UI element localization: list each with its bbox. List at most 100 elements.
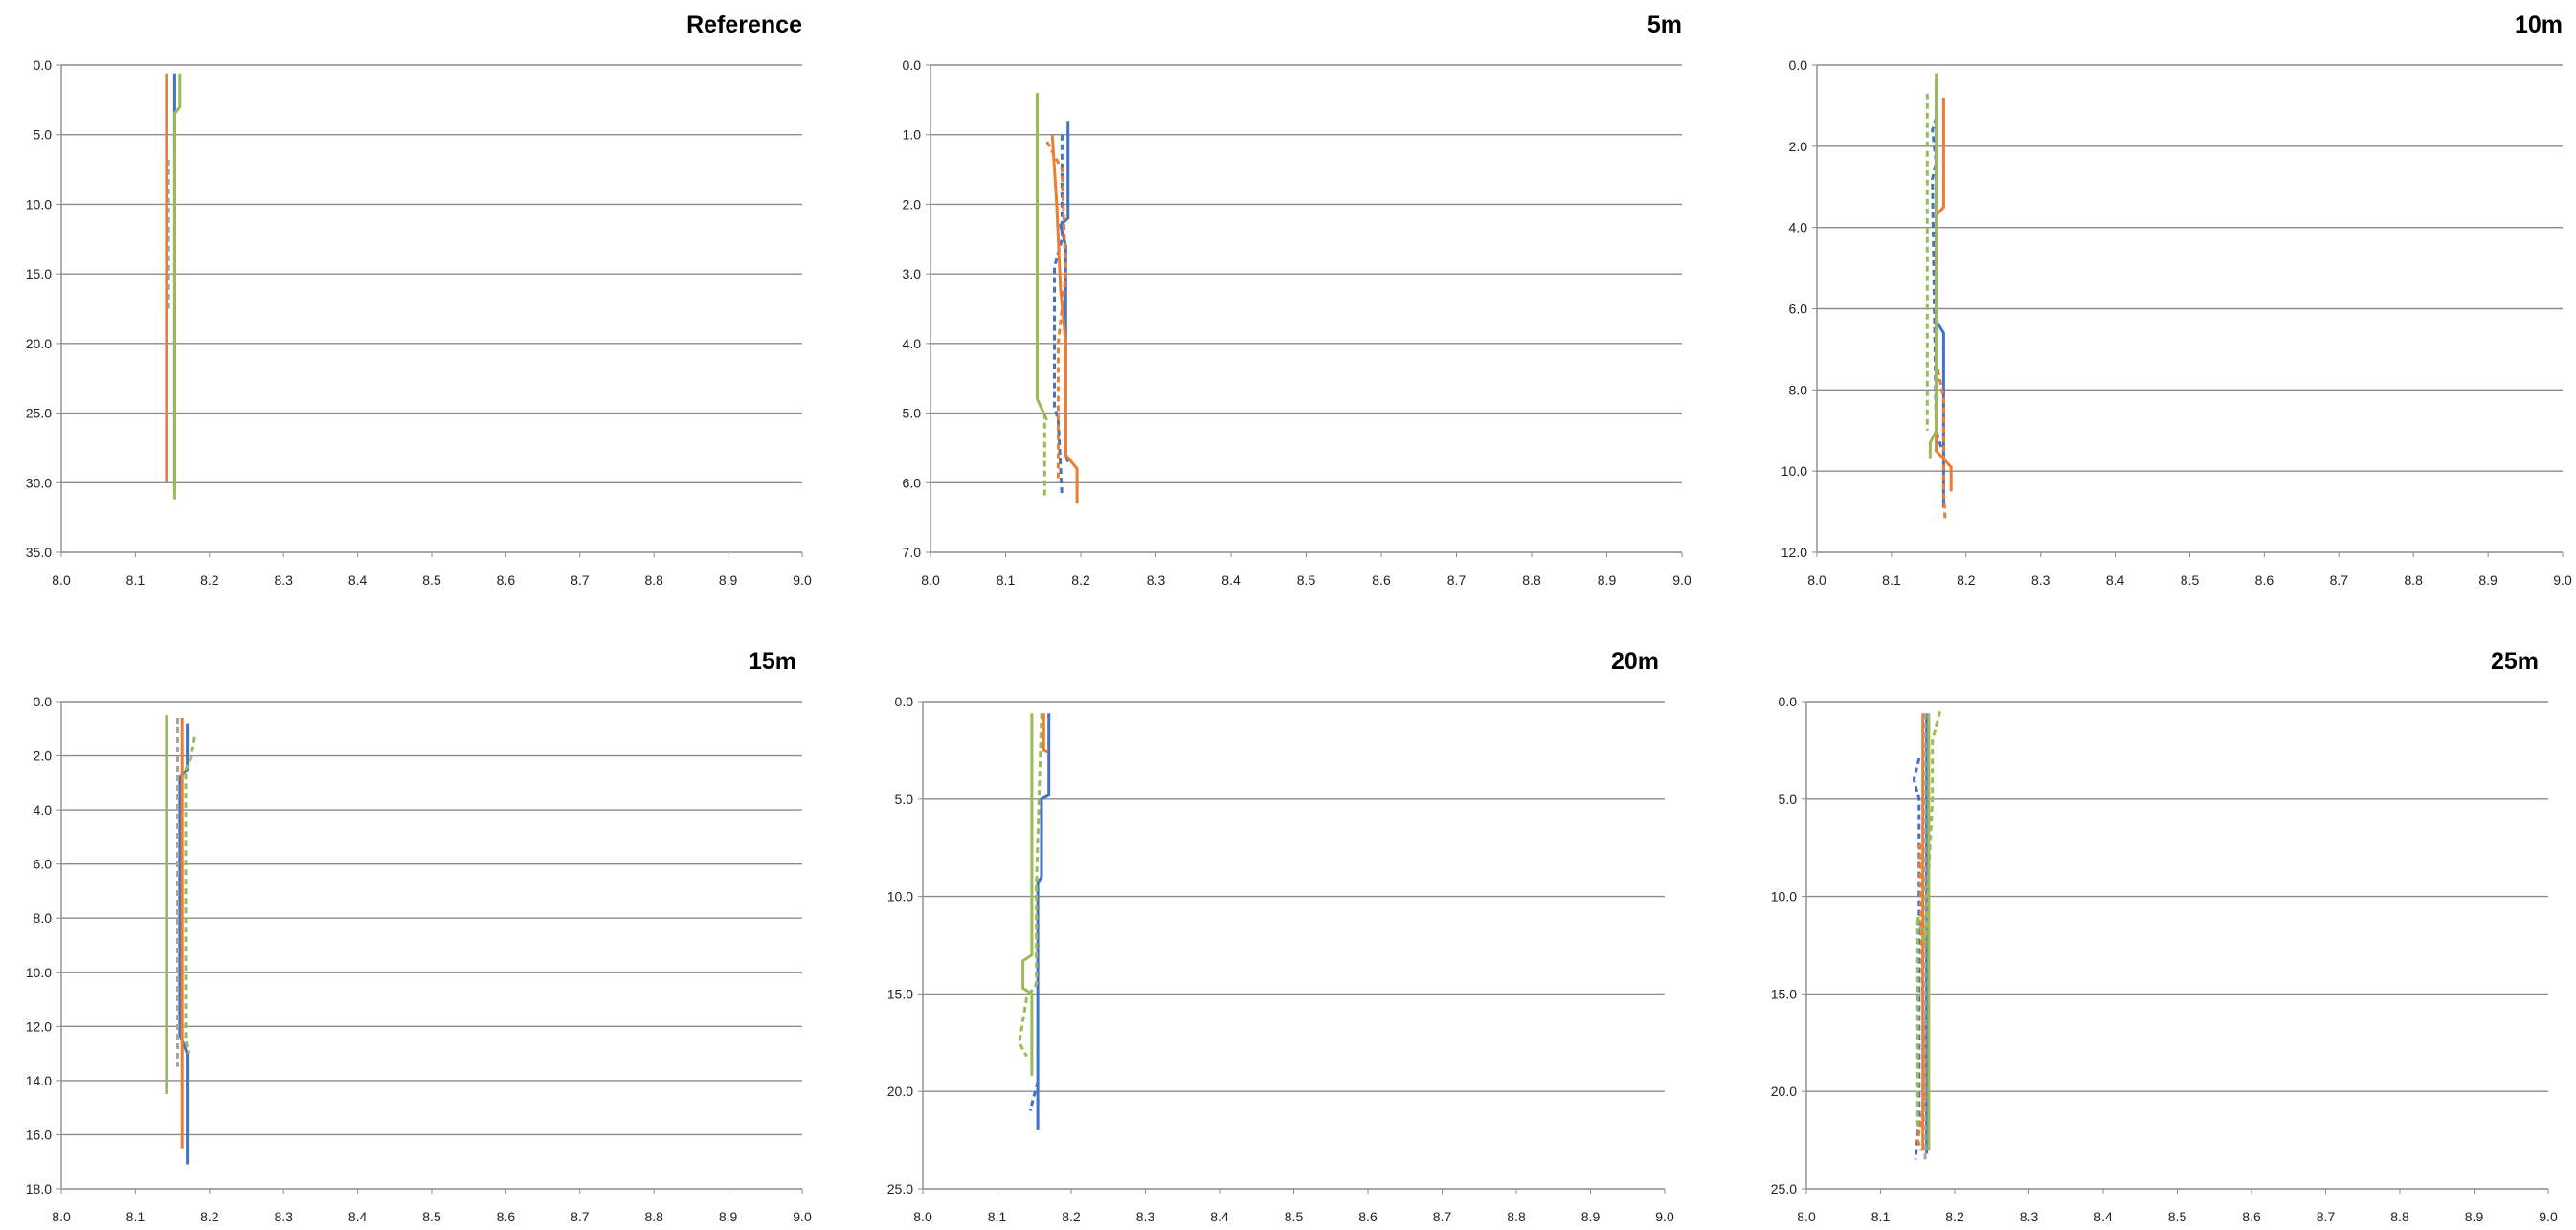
x-tick-label: 8.8 (1507, 1209, 1526, 1224)
y-tick-label: 15.0 (1771, 986, 1797, 1001)
chart-svg: 0.0 5.0 10.0 15.0 20.0 25.08.0 8.1 8.2 8.3 8.4 8.5… (887, 694, 1674, 1224)
x-tick-label: 8.2 (1957, 572, 1976, 588)
y-tick-label: 30.0 (26, 475, 52, 490)
x-tick-label: 8.6 (2255, 572, 2274, 588)
chart-svg: 0.02.04.06.08.010.012.08.0 8.1 8.2 8.3 8.4 8.… (1781, 57, 2572, 588)
y-tick-label: 6.0 (1789, 302, 1808, 317)
x-tick-label: 9.0 (1672, 572, 1691, 588)
x-tick-label: 8.6 (2242, 1209, 2261, 1224)
y-tick-label: 20.0 (1771, 1084, 1797, 1099)
x-tick-label: 8.3 (274, 572, 293, 588)
x-tick-label: 8.5 (1285, 1209, 1304, 1224)
x-tick-label: 8.2 (200, 572, 219, 588)
y-tick-label: 15.0 (887, 986, 913, 1001)
y-tick-label: 10.0 (887, 889, 913, 905)
chart-svg: 0.0 5.0 10.0 15.0 20.0 25.0 30.0 35.08.0 8.1 8.2 8… (26, 57, 812, 588)
series-line (172, 73, 182, 500)
x-tick-label: 8.3 (274, 1209, 293, 1224)
chart-title: 20m (1610, 648, 1659, 675)
y-tick-label: 4.0 (903, 336, 922, 351)
x-tick-label: 8.5 (2181, 572, 2200, 588)
x-tick-label: 8.6 (1358, 1209, 1378, 1224)
x-tick-label: 8.5 (1297, 572, 1316, 588)
series-line (1928, 73, 1938, 459)
series-line (1936, 369, 1947, 521)
y-tick-label: 15.0 (26, 266, 52, 281)
x-tick-label: 8.0 (52, 572, 71, 588)
chart-title: Reference (686, 11, 802, 38)
x-tick-label: 8.7 (1447, 572, 1467, 588)
y-tick-label: 10.0 (1771, 889, 1797, 905)
x-tick-label: 8.1 (126, 572, 146, 588)
y-tick-label: 25.0 (26, 406, 52, 421)
x-tick-label: 8.3 (2020, 1209, 2039, 1224)
chart-panel: 20m 0.0 5.0 10.0 15.0 20.0 25.0 8.0 8.1 8.2 8.3 8.4… (867, 637, 1691, 1230)
chart-svg: 0.0 1.0 2.0 3.0 4.0 5.0 6.0 7.0 8.0 8.1 8.2 8.3 8.4 8… (903, 57, 1691, 588)
x-tick-label: 8.7 (571, 572, 590, 588)
x-tick-label: 8.1 (1871, 1209, 1891, 1224)
y-tick-label: 5.0 (1779, 792, 1798, 807)
x-tick-label: 8.0 (913, 1209, 932, 1224)
x-tick-label: 8.7 (2330, 572, 2349, 588)
y-tick-label: 2.0 (34, 749, 53, 764)
x-tick-label: 8.8 (644, 572, 663, 588)
y-tick-label: 0.0 (1789, 57, 1808, 73)
y-tick-label: 3.0 (903, 266, 922, 281)
x-tick-label: 8.0 (921, 572, 940, 588)
y-tick-label: 5.0 (895, 792, 914, 807)
x-tick-label: 8.0 (1797, 1209, 1816, 1224)
y-tick-label: 35.0 (26, 545, 52, 560)
x-tick-label: 8.4 (1210, 1209, 1229, 1224)
y-tick-label: 8.0 (34, 910, 53, 926)
chart-panel: 10m 0.0 2.0 4.0 6.0 8.0 10.0 12.0 8.0 8.1 8.2 8.3 8.… (1735, 0, 2572, 603)
y-tick-label: 0.0 (903, 57, 922, 73)
y-tick-label: 6.0 (903, 475, 922, 490)
x-tick-label: 8.9 (1581, 1209, 1601, 1224)
x-tick-label: 8.7 (1433, 1209, 1452, 1224)
chart-title: 15m (748, 648, 796, 675)
x-tick-label: 8.6 (497, 572, 516, 588)
y-tick-label: 25.0 (1771, 1181, 1797, 1196)
x-tick-label: 8.4 (2106, 572, 2125, 588)
y-tick-label: 7.0 (903, 545, 922, 560)
x-tick-label: 8.8 (644, 1209, 663, 1224)
y-tick-label: 12.0 (26, 1018, 52, 1034)
x-tick-label: 8.5 (422, 572, 441, 588)
x-tick-label: 9.0 (793, 1209, 812, 1224)
series-line (1028, 1081, 1040, 1111)
y-tick-label: 14.0 (26, 1073, 52, 1088)
x-tick-label: 9.0 (2553, 572, 2572, 588)
x-tick-label: 8.9 (719, 572, 738, 588)
x-tick-label: 8.7 (2317, 1209, 2336, 1224)
x-tick-label: 8.4 (348, 1209, 368, 1224)
y-tick-label: 2.0 (1789, 139, 1808, 154)
x-tick-label: 8.9 (2478, 572, 2498, 588)
y-tick-label: 0.0 (34, 57, 53, 73)
chart-title: 10m (2514, 11, 2563, 38)
y-tick-label: 0.0 (1779, 694, 1798, 709)
y-tick-label: 20.0 (26, 336, 52, 351)
y-tick-label: 1.0 (903, 127, 922, 143)
series-line (1045, 141, 1067, 483)
chart-svg: 0.0 5.0 10.0 15.0 20.0 25.08.0 8.1 8.2 8.3 8.4 8.5… (1771, 694, 2558, 1224)
x-tick-label: 8.1 (126, 1209, 146, 1224)
x-tick-label: 8.8 (1522, 572, 1541, 588)
series-line (1021, 713, 1034, 1076)
chart-panel: 5m 0.0 1.0 2.0 3.0 4.0 5.0 6.0 7.0 8.0 8.1 8.2 8.3 8.… (867, 0, 1691, 603)
x-tick-label: 8.4 (1221, 572, 1241, 588)
series-line (1042, 713, 1048, 754)
chart-title: 25m (2490, 648, 2539, 675)
x-tick-label: 8.9 (2465, 1209, 2484, 1224)
x-tick-label: 8.9 (719, 1209, 738, 1224)
y-tick-label: 20.0 (887, 1084, 913, 1099)
y-tick-label: 4.0 (1789, 220, 1808, 235)
chart-panel: 25m 0.0 5.0 10.0 15.0 20.0 25.0 8.0 8.1 8.2 8.3 8.4… (1735, 637, 2567, 1230)
x-tick-label: 8.9 (1598, 572, 1617, 588)
y-tick-label: 5.0 (34, 127, 53, 143)
y-tick-label: 12.0 (1781, 545, 1807, 560)
y-tick-label: 10.0 (26, 196, 52, 212)
x-tick-label: 8.6 (1372, 572, 1391, 588)
x-tick-label: 8.2 (1071, 572, 1090, 588)
x-tick-label: 8.0 (1807, 572, 1826, 588)
